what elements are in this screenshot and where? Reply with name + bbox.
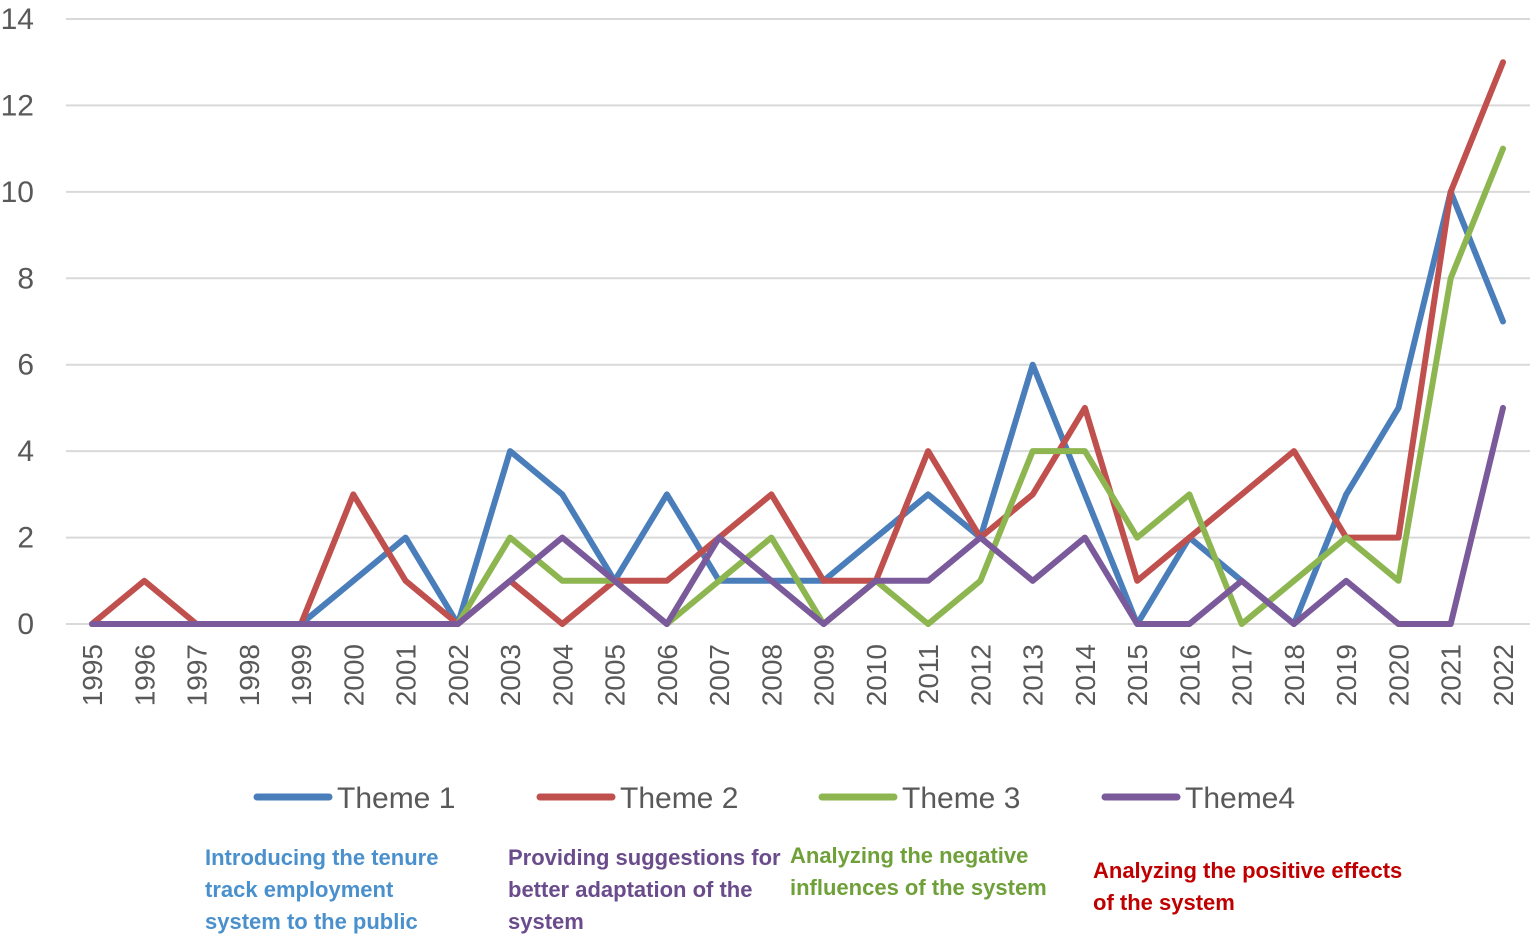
x-tick-label: 2002 [443,644,474,706]
series-line-2 [89,59,1506,627]
x-tick-label: 2016 [1174,644,1205,706]
series-line-1 [89,188,1506,627]
note-theme1: Introducing the tenure track employment … [205,845,439,934]
x-tick-label: 2000 [338,644,369,706]
legend-label-3: Theme 3 [902,782,1020,815]
x-tick-label: 2021 [1436,644,1467,706]
x-tick-label: 1997 [182,644,213,706]
x-tick-label: 2015 [1122,644,1153,706]
x-tick-label: 2012 [965,644,996,706]
x-tick-label: 2014 [1070,644,1101,706]
note-theme2: Analyzing the positive effects of the sy… [1093,858,1403,915]
x-tick-label: 2019 [1331,644,1362,706]
x-tick-label: 2007 [704,644,735,706]
legend-label-2: Theme 2 [620,782,738,815]
note-theme3: Analyzing the negative influences of the… [790,843,1047,900]
y-tick-label: 12 [1,89,34,122]
x-tick-label: 2011 [913,644,944,704]
gridlines [66,18,1530,625]
x-tick-label: 1995 [77,644,108,706]
y-tick-label: 14 [1,3,34,36]
y-tick-label: 4 [17,435,34,468]
x-tick-label: 2003 [495,644,526,706]
series-lines [89,59,1506,627]
y-axis-ticks: 0 2 4 6 8 10 12 14 [1,3,34,641]
legend: Theme 1 Theme 2 Theme 3 Theme4 [253,782,1295,815]
x-tick-label: 2018 [1279,644,1310,706]
series-line-3 [89,145,1506,627]
note-theme4: Providing suggestions for better adaptat… [508,845,781,934]
y-tick-label: 2 [17,522,34,555]
x-tick-label: 2004 [547,644,578,706]
legend-label-4: Theme4 [1185,782,1295,815]
x-tick-label: 1996 [129,644,160,706]
x-tick-label: 2010 [861,644,892,706]
y-tick-label: 6 [17,349,34,382]
x-tick-label: 1999 [286,644,317,706]
x-tick-label: 2005 [600,644,631,706]
y-tick-label: 10 [1,176,34,209]
x-tick-label: 2013 [1018,644,1049,706]
x-tick-label: 2001 [391,644,422,706]
x-axis-ticks: 1995 1996 1997 1998 1999 2000 2001 2002 2003 2004… [77,644,1519,706]
series-line-4 [89,404,1506,627]
y-tick-label: 0 [17,608,34,641]
x-tick-label: 2017 [1227,644,1258,706]
x-tick-label: 2009 [809,644,840,706]
legend-label-1: Theme 1 [337,782,455,815]
y-tick-label: 8 [17,262,34,295]
x-tick-label: 2006 [652,644,683,706]
x-tick-label: 2020 [1383,644,1414,706]
x-tick-label: 2008 [756,644,787,706]
x-tick-label: 2022 [1488,644,1519,706]
x-tick-label: 1998 [234,644,265,706]
